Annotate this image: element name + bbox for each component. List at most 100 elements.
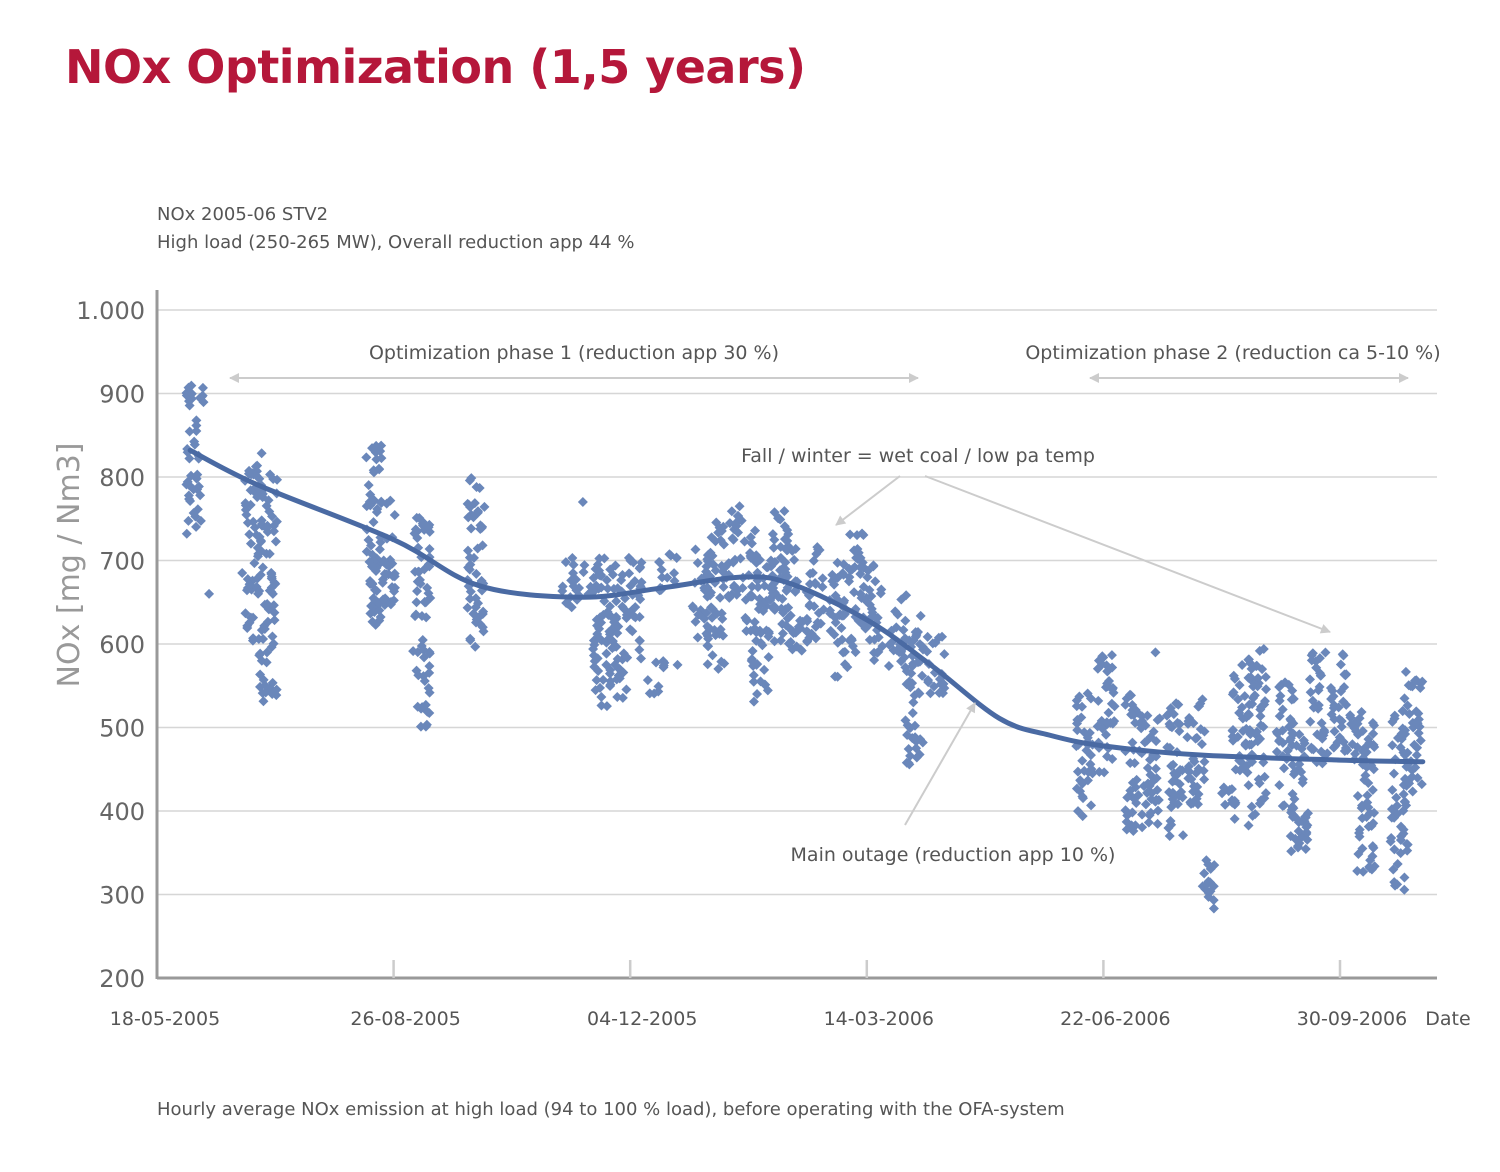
data-point — [185, 496, 196, 507]
data-point — [1199, 756, 1210, 767]
y-tick-label: 900 — [99, 381, 145, 409]
data-point — [1142, 710, 1153, 721]
data-point — [1395, 848, 1406, 859]
data-point — [1329, 726, 1340, 737]
data-point — [372, 504, 383, 515]
data-point — [703, 641, 714, 652]
fall-winter-arrow-2 — [924, 475, 1331, 634]
data-point — [706, 602, 717, 613]
chart-caption: Hourly average NOx emission at high load… — [157, 1099, 1065, 1120]
data-point — [1153, 805, 1164, 816]
data-point — [1167, 794, 1178, 805]
data-point — [387, 571, 398, 582]
data-point — [891, 645, 902, 656]
data-point — [1313, 685, 1324, 696]
data-point — [1346, 719, 1357, 730]
data-point — [671, 552, 682, 563]
data-point — [662, 572, 673, 583]
data-point — [849, 545, 860, 556]
data-point — [839, 595, 850, 606]
data-point — [268, 526, 279, 537]
data-point — [268, 520, 279, 531]
data-point — [870, 576, 881, 587]
data-point — [374, 605, 385, 616]
data-point — [718, 630, 729, 641]
data-point — [424, 544, 435, 555]
data-point — [1335, 686, 1346, 697]
data-point — [782, 571, 793, 582]
y-tick-label: 600 — [99, 631, 145, 659]
data-point — [269, 615, 280, 626]
data-point — [687, 601, 698, 612]
data-point — [939, 649, 950, 660]
data-point — [749, 617, 760, 628]
data-point — [267, 631, 278, 642]
data-point — [929, 681, 940, 692]
data-point — [1186, 774, 1197, 785]
data-point — [1071, 783, 1082, 794]
data-point — [1306, 743, 1317, 754]
data-point — [1402, 700, 1413, 711]
data-point — [1166, 722, 1177, 733]
data-point — [596, 582, 607, 593]
data-point — [720, 562, 731, 573]
data-point — [264, 548, 275, 559]
x-tick-label: 30-09-2006 — [1297, 1008, 1407, 1030]
data-point — [1258, 643, 1269, 654]
data-point — [1175, 764, 1186, 775]
data-point — [262, 616, 273, 627]
data-point — [790, 586, 801, 597]
data-point — [415, 721, 426, 732]
data-point — [1412, 742, 1423, 753]
data-point — [1072, 718, 1083, 729]
data-point — [1201, 879, 1212, 890]
data-point — [872, 647, 883, 658]
data-point — [249, 558, 260, 569]
data-point — [877, 641, 888, 652]
data-point — [1389, 713, 1400, 724]
data-point — [1170, 770, 1181, 781]
data-point — [259, 624, 270, 635]
data-point — [1413, 728, 1424, 739]
data-point — [1151, 736, 1162, 747]
data-point — [268, 474, 279, 485]
chart-title: NOx Optimization (1,5 years) — [65, 40, 806, 94]
data-point — [727, 533, 738, 544]
data-point — [266, 586, 277, 597]
data-point — [752, 689, 763, 700]
data-point — [644, 688, 655, 699]
data-point — [378, 594, 389, 605]
data-point — [247, 468, 258, 479]
trend-line — [187, 447, 1426, 765]
data-point — [191, 420, 202, 431]
y-tick-label: 400 — [99, 798, 145, 826]
data-point — [1195, 698, 1206, 709]
data-point — [270, 536, 281, 547]
data-point — [1279, 763, 1290, 774]
data-point — [1164, 831, 1175, 842]
data-point — [1258, 721, 1269, 732]
data-point — [706, 532, 717, 543]
data-point — [776, 603, 787, 614]
data-point — [747, 645, 758, 656]
data-point — [1092, 721, 1103, 732]
data-point — [417, 635, 428, 646]
data-point — [896, 594, 907, 605]
data-point — [635, 653, 646, 664]
data-point — [759, 664, 770, 675]
data-point — [256, 448, 267, 459]
data-point — [257, 688, 268, 699]
data-point — [907, 708, 918, 719]
data-point — [1261, 684, 1272, 695]
data-point — [1255, 711, 1266, 722]
data-point — [1103, 707, 1114, 718]
data-point — [1399, 693, 1410, 704]
data-point — [1166, 802, 1177, 813]
data-point — [1244, 725, 1255, 736]
data-point — [470, 641, 481, 652]
data-point — [412, 576, 423, 587]
data-point — [1320, 647, 1331, 658]
data-point — [418, 517, 429, 528]
data-point — [611, 596, 622, 607]
data-point — [262, 598, 273, 609]
